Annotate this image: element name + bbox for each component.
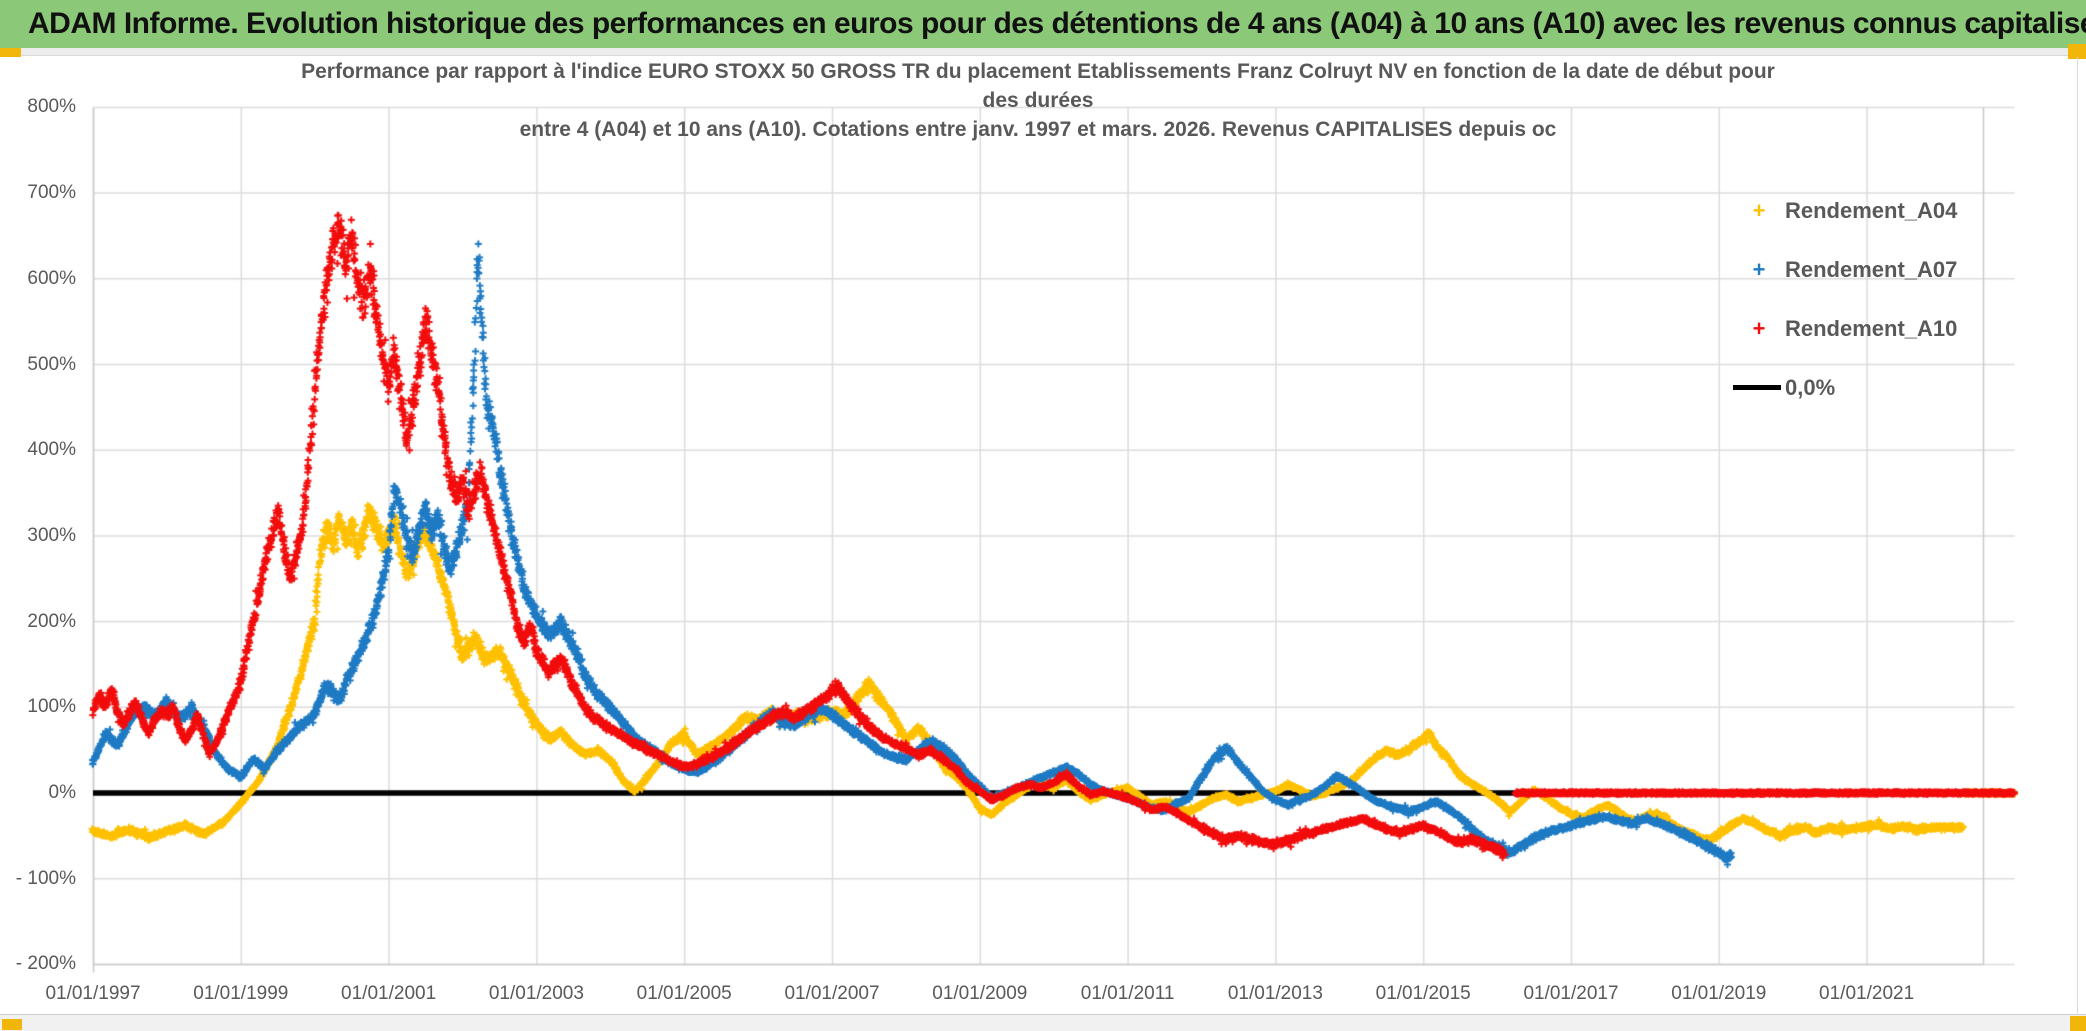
legend-item-rendement-a07[interactable]: + Rendement_A07 xyxy=(1733,240,2063,299)
line-marker-icon xyxy=(1733,385,1781,390)
x-tick-label[interactable]: 01/01/2001 xyxy=(341,983,437,1004)
y-tick-label[interactable]: 500% xyxy=(27,353,76,375)
y-tick-label[interactable]: - 100% xyxy=(15,867,76,889)
x-tick-label[interactable]: 01/01/2003 xyxy=(488,983,584,1004)
x-tick-label[interactable]: 01/01/2011 xyxy=(1080,983,1175,1004)
legend-item-0-0-[interactable]: 0,0% xyxy=(1733,358,2063,417)
x-tick-label[interactable]: 01/01/2019 xyxy=(1671,983,1767,1004)
plus-marker-icon: + xyxy=(1752,197,1766,223)
accent-tab-bottom-right xyxy=(2070,1016,2086,1031)
chart-title-line-1: Performance par rapport à l'indice EURO … xyxy=(301,60,1775,83)
y-tick-label[interactable]: 100% xyxy=(27,696,76,718)
x-tick-label[interactable]: 01/01/2013 xyxy=(1227,983,1323,1004)
legend-item-rendement-a10[interactable]: + Rendement_A10 xyxy=(1733,299,2063,358)
y-tick-label[interactable]: 800% xyxy=(27,96,76,118)
legend-label: Rendement_A10 xyxy=(1785,315,1958,341)
y-tick-label[interactable]: 600% xyxy=(27,267,76,289)
y-tick-label[interactable]: 200% xyxy=(27,610,76,632)
x-tick-label[interactable]: 01/01/2017 xyxy=(1523,983,1619,1004)
chart-title-line-2: des durées xyxy=(982,89,1094,112)
y-tick-label[interactable]: 300% xyxy=(27,524,76,546)
chart-title[interactable]: Performance par rapport à l'indice EURO … xyxy=(93,57,1983,144)
bottom-strip xyxy=(0,1014,2086,1031)
y-tick-label[interactable]: 0% xyxy=(48,782,76,803)
chart-title-line-3: entre 4 (A04) et 10 ans (A10). Cotations… xyxy=(519,118,1557,141)
legend-item-rendement-a04[interactable]: + Rendement_A04 xyxy=(1733,181,2063,240)
legend[interactable]: + Rendement_A04 + Rendement_A07 + Rendement_A… xyxy=(1733,181,2063,417)
x-tick-label[interactable]: 01/01/2021 xyxy=(1819,983,1915,1004)
legend-label: Rendement_A04 xyxy=(1785,197,1958,223)
y-tick-label[interactable]: 400% xyxy=(27,439,76,461)
x-tick-label[interactable]: 01/01/2005 xyxy=(636,983,732,1004)
plus-marker-icon: + xyxy=(1752,315,1766,341)
chart-right-border xyxy=(2077,57,2078,1015)
x-tick-label[interactable]: 01/01/1999 xyxy=(193,983,289,1004)
x-tick-label[interactable]: 01/01/2007 xyxy=(784,983,880,1004)
legend-label: 0,0% xyxy=(1785,374,1836,400)
legend-label: Rendement_A07 xyxy=(1785,256,1958,282)
y-tick-label[interactable]: 700% xyxy=(27,182,76,204)
plus-marker-icon: + xyxy=(1752,256,1766,282)
accent-tab-bottom-left xyxy=(2,1019,22,1030)
x-tick-label[interactable]: 01/01/2009 xyxy=(932,983,1028,1004)
x-tick-label[interactable]: 01/01/2015 xyxy=(1375,983,1471,1004)
y-tick-label[interactable]: - 200% xyxy=(15,953,76,975)
x-tick-label[interactable]: 01/01/1997 xyxy=(45,983,141,1004)
